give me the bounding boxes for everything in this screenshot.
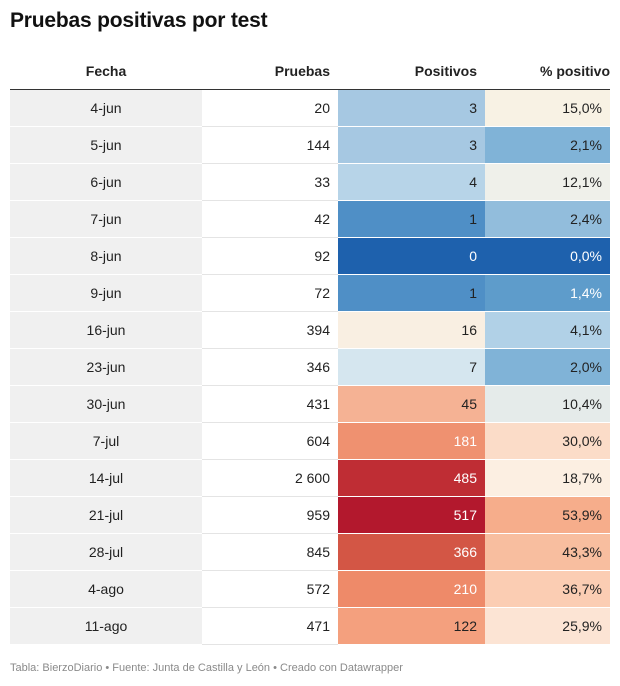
- cell-pruebas: 471: [202, 607, 338, 645]
- source-footer: Tabla: BierzoDiario • Fuente: Junta de C…: [10, 662, 403, 674]
- cell-positivos: 3: [338, 126, 485, 164]
- cell-positivos: 7: [338, 348, 485, 386]
- table-row: 4-jun 20 3 15,0%: [10, 89, 610, 127]
- cell-pct-positivo: 18,7%: [485, 459, 610, 497]
- cell-fecha: 4-ago: [10, 570, 202, 608]
- table-body: 4-jun 20 3 15,0% 5-jun 144 3 2,1% 6-jun 33 4 12,1% 7…: [10, 89, 610, 645]
- cell-pct-positivo: 2,4%: [485, 200, 610, 238]
- cell-pruebas: 92: [202, 237, 338, 275]
- cell-pct-positivo: 4,1%: [485, 311, 610, 349]
- header-row: Fecha Pruebas Positivos % positivo: [10, 53, 610, 90]
- table-row: 4-ago 572 210 36,7%: [10, 570, 610, 608]
- cell-fecha: 8-jun: [10, 237, 202, 275]
- table-row: 28-jul 845 366 43,3%: [10, 533, 610, 571]
- cell-pruebas: 959: [202, 496, 338, 534]
- table-row: 11-ago 471 122 25,9%: [10, 607, 610, 645]
- cell-fecha: 11-ago: [10, 607, 202, 645]
- cell-positivos: 517: [338, 496, 485, 534]
- cell-pct-positivo: 0,0%: [485, 237, 610, 275]
- cell-positivos: 1: [338, 274, 485, 312]
- cell-positivos: 122: [338, 607, 485, 645]
- cell-positivos: 485: [338, 459, 485, 497]
- cell-pct-positivo: 36,7%: [485, 570, 610, 608]
- cell-pct-positivo: 53,9%: [485, 496, 610, 534]
- cell-fecha: 28-jul: [10, 533, 202, 571]
- cell-pruebas: 42: [202, 200, 338, 238]
- cell-pct-positivo: 1,4%: [485, 274, 610, 312]
- table-row: 21-jul 959 517 53,9%: [10, 496, 610, 534]
- cell-fecha: 21-jul: [10, 496, 202, 534]
- cell-pct-positivo: 43,3%: [485, 533, 610, 571]
- cell-pct-positivo: 10,4%: [485, 385, 610, 423]
- cell-positivos: 45: [338, 385, 485, 423]
- cell-fecha: 7-jul: [10, 422, 202, 460]
- data-table: Fecha Pruebas Positivos % positivo 4-jun…: [10, 53, 610, 645]
- chart-title: Pruebas positivas por test: [10, 9, 268, 32]
- table-row: 16-jun 394 16 4,1%: [10, 311, 610, 349]
- cell-fecha: 9-jun: [10, 274, 202, 312]
- cell-positivos: 366: [338, 533, 485, 571]
- cell-pruebas: 144: [202, 126, 338, 164]
- cell-positivos: 181: [338, 422, 485, 460]
- cell-pruebas: 33: [202, 163, 338, 201]
- header-positivos[interactable]: Positivos: [338, 53, 485, 90]
- cell-fecha: 30-jun: [10, 385, 202, 423]
- cell-pruebas: 845: [202, 533, 338, 571]
- cell-pct-positivo: 15,0%: [485, 89, 610, 127]
- cell-positivos: 3: [338, 89, 485, 127]
- table-row: 5-jun 144 3 2,1%: [10, 126, 610, 164]
- cell-pct-positivo: 30,0%: [485, 422, 610, 460]
- table-row: 8-jun 92 0 0,0%: [10, 237, 610, 275]
- table-row: 14-jul 2 600 485 18,7%: [10, 459, 610, 497]
- header-pct-positivo[interactable]: % positivo: [485, 53, 610, 90]
- cell-positivos: 16: [338, 311, 485, 349]
- cell-positivos: 0: [338, 237, 485, 275]
- cell-fecha: 6-jun: [10, 163, 202, 201]
- header-pruebas[interactable]: Pruebas: [202, 53, 338, 90]
- cell-positivos: 4: [338, 163, 485, 201]
- cell-positivos: 210: [338, 570, 485, 608]
- cell-pruebas: 346: [202, 348, 338, 386]
- cell-fecha: 7-jun: [10, 200, 202, 238]
- cell-pruebas: 604: [202, 422, 338, 460]
- table-row: 23-jun 346 7 2,0%: [10, 348, 610, 386]
- table-row: 7-jul 604 181 30,0%: [10, 422, 610, 460]
- cell-positivos: 1: [338, 200, 485, 238]
- cell-pruebas: 72: [202, 274, 338, 312]
- table-row: 9-jun 72 1 1,4%: [10, 274, 610, 312]
- cell-fecha: 5-jun: [10, 126, 202, 164]
- cell-pct-positivo: 2,0%: [485, 348, 610, 386]
- cell-fecha: 4-jun: [10, 89, 202, 127]
- cell-pct-positivo: 2,1%: [485, 126, 610, 164]
- cell-pruebas: 394: [202, 311, 338, 349]
- cell-fecha: 16-jun: [10, 311, 202, 349]
- cell-pruebas: 431: [202, 385, 338, 423]
- table-row: 7-jun 42 1 2,4%: [10, 200, 610, 238]
- cell-pct-positivo: 25,9%: [485, 607, 610, 645]
- cell-pct-positivo: 12,1%: [485, 163, 610, 201]
- cell-pruebas: 572: [202, 570, 338, 608]
- cell-pruebas: 2 600: [202, 459, 338, 497]
- table-row: 30-jun 431 45 10,4%: [10, 385, 610, 423]
- cell-pruebas: 20: [202, 89, 338, 127]
- table-row: 6-jun 33 4 12,1%: [10, 163, 610, 201]
- cell-fecha: 14-jul: [10, 459, 202, 497]
- cell-fecha: 23-jun: [10, 348, 202, 386]
- header-fecha[interactable]: Fecha: [10, 53, 202, 90]
